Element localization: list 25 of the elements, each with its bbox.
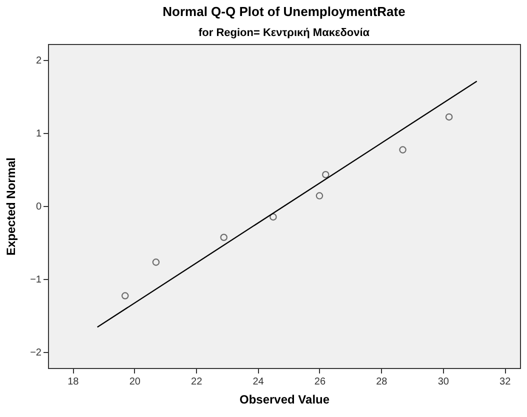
x-tick-label: 24	[252, 376, 264, 388]
point	[152, 258, 160, 266]
point	[399, 146, 406, 154]
x-tick-label: 26	[314, 376, 326, 388]
chart-title: Normal Q-Q Plot of UnemploymentRate	[162, 4, 406, 19]
y-axis-title: Expected Normal	[4, 157, 18, 256]
y-tick-label: 1	[36, 128, 42, 140]
x-tick-label: 22	[191, 376, 203, 388]
y-tick-label: 0	[36, 202, 42, 212]
point	[270, 213, 277, 221]
y-tick-label: −1	[30, 274, 42, 286]
x-tick-label: 32	[500, 376, 512, 388]
point	[445, 113, 453, 121]
y-tick-label: −2	[30, 347, 42, 358]
x-tick-label: 28	[376, 376, 388, 388]
point	[220, 234, 228, 242]
point	[322, 170, 330, 178]
x-tick-label: 30	[438, 376, 450, 388]
x-tick-label: 18	[68, 376, 80, 388]
point	[316, 192, 324, 200]
point	[121, 292, 129, 300]
chart-subtitle: for Region= Κεντρική Μακεδονία	[198, 27, 370, 39]
x-tick-label: 20	[129, 376, 141, 388]
y-tick-label: 2	[36, 56, 42, 67]
x-axis-title: Observed Value	[239, 392, 330, 406]
